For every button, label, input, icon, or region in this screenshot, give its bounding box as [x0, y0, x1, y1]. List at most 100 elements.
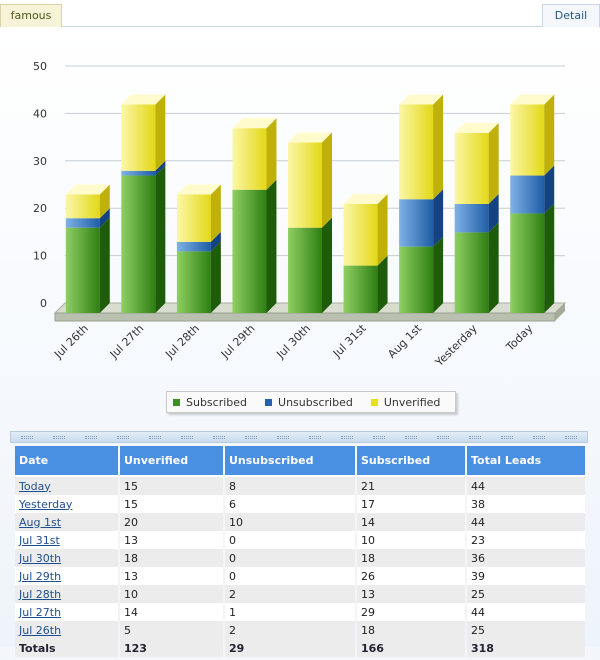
value-cell: 10	[225, 513, 355, 531]
bar-segment-unverified	[176, 194, 211, 242]
bar-top	[232, 118, 277, 129]
bar-side-subscribed	[433, 236, 444, 313]
chart-legend: Subscribed Unsubscribed Unverified	[166, 391, 456, 413]
bar-segment-subscribed	[65, 227, 100, 313]
value-cell: 44	[467, 477, 585, 495]
date-link[interactable]: Aug 1st	[19, 515, 62, 529]
table-row: Jul 29th 13 0 26 39	[15, 567, 585, 585]
totals-label: Totals	[15, 639, 118, 657]
header-date: Date	[15, 446, 118, 477]
y-tick-label: 50	[33, 60, 47, 73]
date-cell: Yesterday	[15, 495, 118, 513]
bar-segment-subscribed	[176, 251, 211, 313]
value-cell: 10	[357, 531, 465, 549]
totals-cell: 166	[357, 639, 465, 657]
bar-segment-unsubscribed	[454, 203, 489, 233]
y-tick-label: 20	[33, 202, 47, 215]
value-cell: 18	[120, 549, 223, 567]
value-cell: 18	[357, 549, 465, 567]
value-cell: 44	[467, 603, 585, 621]
date-link[interactable]: Jul 26th	[19, 623, 62, 637]
bar-segment-subscribed	[343, 265, 378, 313]
bar-top	[343, 193, 388, 204]
value-cell: 15	[120, 495, 223, 513]
table-header-row: Date Unverified Unsubscribed Subscribed …	[15, 446, 585, 477]
date-link[interactable]: Yesterday	[19, 497, 73, 511]
value-cell: 17	[357, 495, 465, 513]
resize-grip[interactable]	[10, 431, 588, 443]
value-cell: 6	[225, 495, 355, 513]
leads-chart: 0 10 20 30 40 50 Jul 26th Jul 27th Jul 28th Jul 2…	[33, 60, 567, 370]
value-cell: 18	[357, 621, 465, 639]
bar-segment-unsubscribed	[121, 170, 156, 176]
bar-top	[510, 94, 555, 105]
value-cell: 44	[467, 513, 585, 531]
table-row: Aug 1st 20 10 14 44	[15, 513, 585, 531]
value-cell: 14	[120, 603, 223, 621]
bar-segment-unsubscribed	[510, 175, 545, 214]
bar-side-unverified	[266, 118, 277, 190]
x-tick-label: Yesterday	[432, 322, 480, 370]
table-row: Today 15 8 21 44	[15, 477, 585, 495]
bar-side-unsubscribed	[99, 208, 110, 228]
date-link[interactable]: Today	[19, 479, 51, 493]
value-cell: 2	[225, 585, 355, 603]
bar-top	[176, 184, 221, 195]
report-panel: 0 10 20 30 40 50 Jul 26th Jul 27th Jul 28th Jul 2…	[0, 27, 600, 657]
date-link[interactable]: Jul 30th	[19, 551, 62, 565]
tab-famous[interactable]: famous	[0, 4, 62, 27]
bar-segment-unsubscribed	[176, 241, 211, 252]
chart-floor-front	[54, 312, 556, 322]
date-link[interactable]: Jul 27th	[19, 605, 62, 619]
value-cell: 5	[120, 621, 223, 639]
table-row: Jul 30th 18 0 18 36	[15, 549, 585, 567]
x-tick-label: Jul 28th	[162, 322, 202, 362]
bar-segment-subscribed	[232, 189, 267, 313]
bar-segment-unverified	[121, 104, 156, 171]
x-tick-label: Jul 27th	[107, 322, 147, 362]
legend-swatch-subscribed	[173, 398, 180, 406]
bar-side-unverified	[322, 132, 332, 228]
bar-segment-subscribed	[121, 175, 156, 313]
totals-cell: 29	[225, 639, 355, 657]
chart-floor-side	[555, 303, 565, 321]
date-cell: Today	[15, 477, 118, 495]
bar-top	[399, 94, 444, 105]
legend-item-subscribed: Subscribed	[173, 396, 247, 409]
value-cell: 0	[225, 549, 355, 567]
y-tick-label: 40	[33, 107, 47, 120]
table-row: Jul 31st 13 0 10 23	[15, 531, 585, 549]
value-cell: 25	[467, 621, 585, 639]
value-cell: 0	[225, 531, 355, 549]
bar-side-unverified	[433, 94, 444, 200]
x-tick-label: Jul 31st	[330, 321, 369, 360]
bar-side-unsubscribed	[488, 193, 499, 233]
date-link[interactable]: Jul 28th	[19, 587, 62, 601]
value-cell: 36	[467, 549, 585, 567]
bar-segment-unsubscribed	[399, 199, 434, 247]
bar-segment-subscribed	[454, 232, 489, 313]
value-cell: 0	[225, 567, 355, 585]
bar-side-subscribed	[322, 217, 332, 313]
totals-cell: 318	[467, 639, 585, 657]
bar-side-unsubscribed	[210, 231, 221, 252]
bar-top	[121, 94, 166, 105]
tab-detail[interactable]: Detail	[542, 4, 600, 27]
x-tick-label: Jul 29th	[218, 322, 258, 362]
date-cell: Jul 28th	[15, 585, 118, 603]
bar-side-subscribed	[210, 241, 221, 313]
legend-label-unverified: Unverified	[383, 395, 441, 409]
bar-side-subscribed	[488, 222, 499, 313]
bar-top	[65, 184, 110, 195]
date-link[interactable]: Jul 31st	[19, 533, 60, 547]
date-link[interactable]: Jul 29th	[19, 569, 62, 583]
bar-segment-unverified	[65, 194, 100, 219]
table-row: Jul 28th 10 2 13 25	[15, 585, 585, 603]
x-tick-label: Aug 1st	[385, 321, 424, 360]
totals-row: Totals 123 29 166 318	[15, 639, 585, 657]
value-cell: 15	[120, 477, 223, 495]
bar-side-unverified	[99, 184, 110, 219]
value-cell: 23	[467, 531, 585, 549]
bar-side-unverified	[544, 94, 555, 176]
bar-side-unverified	[488, 122, 499, 204]
